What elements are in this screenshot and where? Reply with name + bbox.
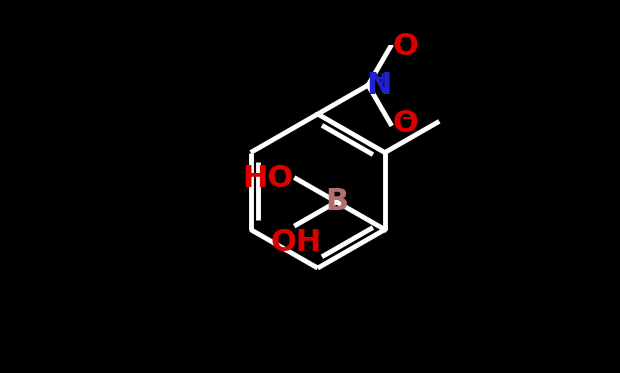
Text: −: −: [400, 110, 415, 128]
Text: B: B: [325, 187, 348, 216]
Text: OH: OH: [271, 228, 322, 257]
Text: O: O: [393, 32, 418, 61]
Text: O: O: [393, 109, 418, 138]
Text: +: +: [374, 70, 389, 88]
Text: HO: HO: [242, 164, 293, 193]
Text: N: N: [366, 71, 392, 100]
